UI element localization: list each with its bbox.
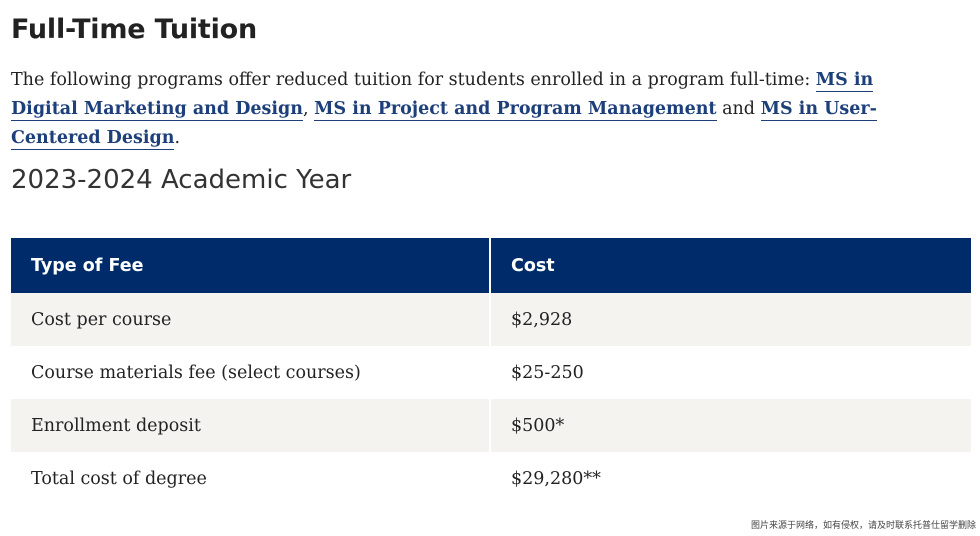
fee-table: Type of Fee Cost Cost per course $2,928 …: [11, 238, 971, 505]
link-ms-project-program-management[interactable]: MS in Project and Program Management: [314, 99, 717, 121]
section-heading: 2023-2024 Academic Year: [11, 165, 352, 195]
intro-paragraph: The following programs offer reduced tui…: [11, 66, 911, 153]
watermark-text: 图片来源于网络，如有侵权，请及时联系托普仕留学删除: [750, 521, 976, 531]
fee-type-cell: Enrollment deposit: [11, 399, 490, 452]
fee-cost-cell: $500*: [489, 399, 971, 452]
column-header-cost: Cost: [489, 238, 971, 293]
column-header-type-of-fee: Type of Fee: [11, 238, 490, 293]
table-row: Enrollment deposit $500*: [11, 399, 971, 452]
link-ms-user-centered-design[interactable]: MS in User-Centered Design: [11, 99, 877, 150]
fee-cost-cell: $25-250: [489, 346, 971, 399]
page-title: Full-Time Tuition: [11, 14, 258, 45]
table-header-row: Type of Fee Cost: [11, 238, 971, 293]
table-row: Cost per course $2,928: [11, 293, 971, 346]
intro-separator: ,: [303, 99, 315, 119]
fee-type-cell: Course materials fee (select courses): [11, 346, 490, 399]
fee-cost-cell: $29,280**: [489, 452, 971, 505]
fee-type-cell: Total cost of degree: [11, 452, 490, 505]
intro-separator: and: [716, 99, 761, 119]
link-ms-digital-marketing-design[interactable]: MS in Digital Marketing and Design: [11, 70, 874, 121]
intro-lead-text: The following programs offer reduced tui…: [11, 70, 816, 90]
intro-period: .: [174, 128, 181, 148]
table-row: Course materials fee (select courses) $2…: [11, 346, 971, 399]
fee-cost-cell: $2,928: [489, 293, 971, 346]
table-row: Total cost of degree $29,280**: [11, 452, 971, 505]
fee-type-cell: Cost per course: [11, 293, 490, 346]
